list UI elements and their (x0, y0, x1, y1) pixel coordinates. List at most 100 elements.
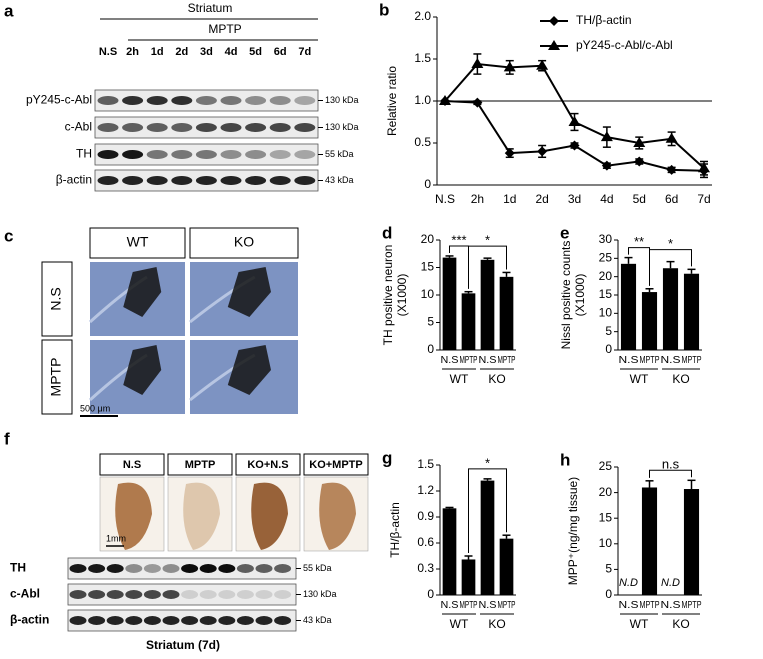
blot-band (220, 123, 242, 132)
blot-band (255, 564, 273, 573)
bar (461, 293, 476, 350)
panel-letter: e (560, 223, 569, 242)
marker (503, 61, 516, 72)
striatum-slice (183, 482, 220, 550)
bar (480, 259, 495, 350)
marker (439, 95, 451, 105)
bar (499, 276, 514, 350)
y-tick-label: 5 (427, 315, 434, 329)
blot-band (171, 176, 193, 185)
blot-band (69, 590, 87, 599)
x-tick-label: 7d (697, 192, 710, 206)
x-tick-label: MPTP (498, 354, 516, 366)
row-label: c-Abl (65, 120, 92, 134)
blot-band (255, 590, 273, 599)
lane-label: 7d (298, 46, 311, 58)
y-axis-label: Relative ratio (385, 66, 399, 136)
x-tick-label: 4d (600, 192, 613, 206)
striatum-slice (115, 482, 152, 550)
blot-band (106, 616, 124, 625)
group-label: WT (630, 617, 649, 631)
error-bar (645, 480, 654, 488)
blot-band (195, 96, 217, 105)
blot-band (125, 590, 143, 599)
bar (641, 292, 658, 350)
y-tick-label: 0.6 (417, 535, 434, 549)
blot-band (143, 616, 161, 625)
error-bar (502, 534, 511, 539)
blot-band (199, 590, 217, 599)
scale-label: 1mm (106, 533, 126, 543)
nigra-region (227, 345, 271, 395)
y-tick-label: 25 (599, 459, 613, 473)
blot-band (294, 123, 316, 132)
y-tick-label: 10 (599, 536, 613, 550)
bar (480, 480, 495, 595)
marker (633, 137, 646, 147)
y-tick-label: 2.0 (414, 9, 431, 23)
row-label: c-Abl (10, 587, 40, 601)
y-tick-label: 0 (427, 342, 434, 356)
y-tick-label: 0 (605, 342, 612, 356)
lane-label: 5d (249, 46, 262, 58)
x-tick-label: MPTP (498, 599, 516, 611)
y-tick-label: 20 (599, 485, 613, 499)
x-tick-label: 2d (535, 192, 548, 206)
significance-bracket (468, 245, 507, 289)
significance-label: * (668, 236, 673, 251)
blot-band (106, 590, 124, 599)
y-tick-label: 15 (421, 260, 435, 274)
y-tick-label: 20 (421, 232, 435, 246)
column-label: WT (127, 234, 149, 250)
significance-label: ** (634, 234, 644, 249)
row-label: β-actin (56, 173, 92, 187)
y-tick-label: 15 (599, 287, 613, 301)
error-bar (666, 260, 675, 269)
error-bar (483, 478, 492, 481)
x-tick-label: MPTP (460, 599, 478, 611)
blot-band (269, 123, 291, 132)
size-label: 55 kDa (325, 149, 354, 159)
y-axis-label: (X1000) (395, 274, 409, 317)
error-bar (483, 257, 492, 260)
row-label: N.S (48, 287, 64, 310)
x-tick-label: 5d (633, 192, 646, 206)
column-box (89, 227, 186, 259)
blot-band (122, 176, 144, 185)
blot-band (88, 564, 106, 573)
condition-box (235, 453, 301, 476)
blot-band (69, 616, 87, 625)
group-label: KO (672, 617, 689, 631)
group-label: KO (488, 372, 505, 386)
blot-band (236, 564, 254, 573)
bar (499, 538, 514, 595)
bar (641, 487, 658, 595)
blot-band (195, 176, 217, 185)
y-tick-label: 10 (599, 306, 613, 320)
blot-band (171, 123, 193, 132)
condition-box (99, 453, 165, 476)
row-box (41, 261, 73, 337)
significance-bracket (649, 469, 692, 478)
condition-box (303, 453, 369, 476)
y-tick-label: 5 (605, 324, 612, 338)
value-label: N.D (619, 577, 638, 589)
condition-label: KO+N.S (247, 459, 288, 471)
panel-letter: f (4, 429, 10, 448)
blot-band (218, 590, 236, 599)
condition-box (167, 453, 233, 476)
blot-band (255, 616, 273, 625)
column-box (189, 227, 299, 259)
blot-band (171, 150, 193, 159)
marker (548, 40, 560, 50)
blot-band (106, 564, 124, 573)
blot-band (122, 150, 144, 159)
y-tick-label: 20 (599, 269, 613, 283)
x-tick-label: MPTP (640, 354, 660, 366)
size-label: 43 kDa (325, 175, 354, 185)
marker (536, 59, 549, 70)
bar (683, 489, 700, 595)
blot-band (269, 176, 291, 185)
size-label: 130 kDa (325, 122, 359, 132)
